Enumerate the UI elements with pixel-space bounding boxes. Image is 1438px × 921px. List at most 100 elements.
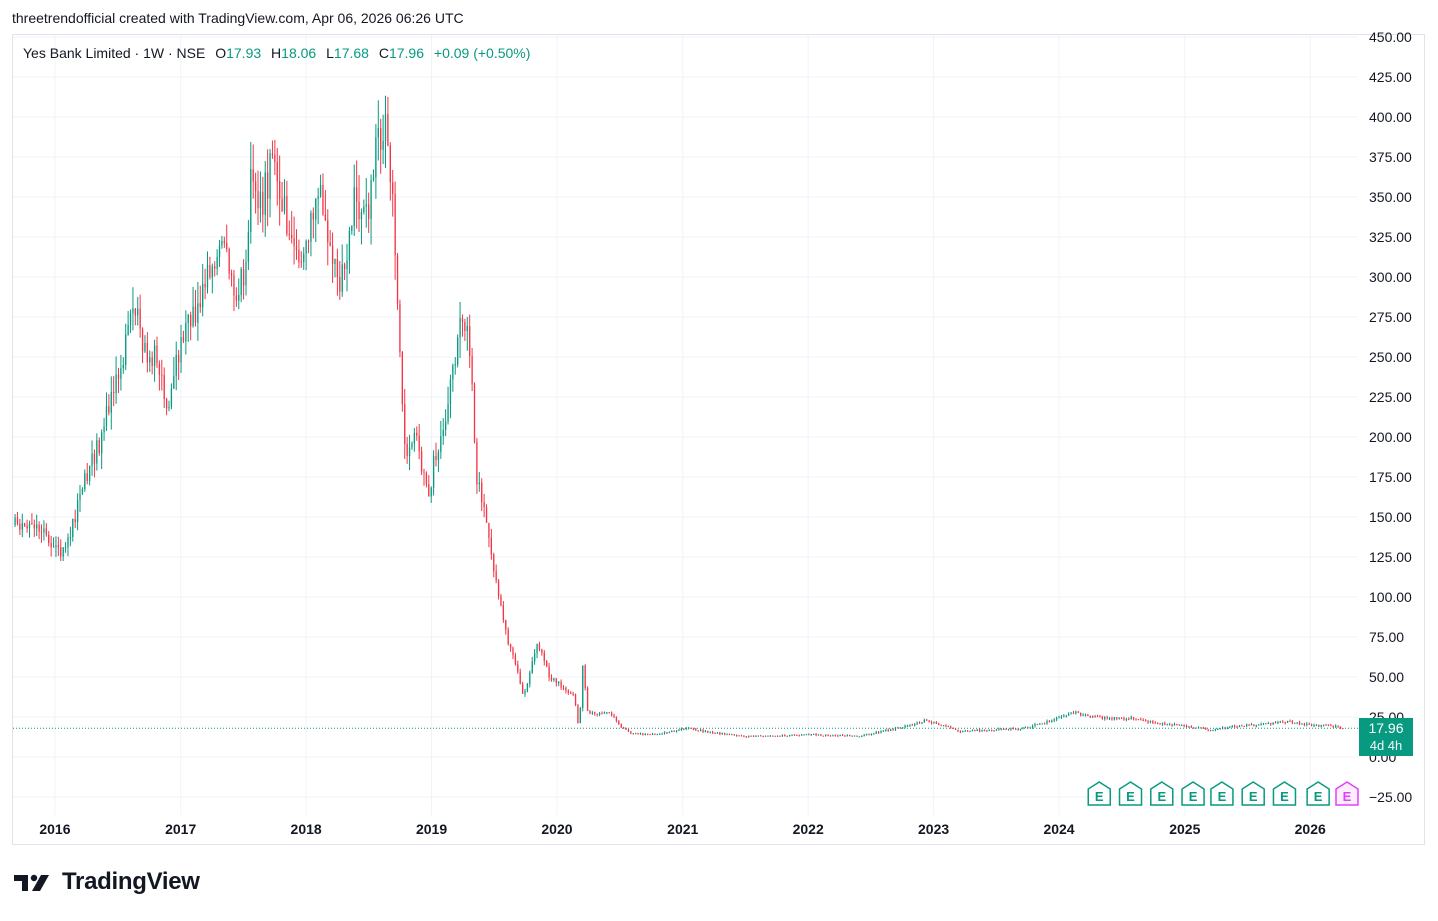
candle (368, 192, 370, 233)
candle (673, 730, 675, 732)
earnings-marker[interactable]: E (1241, 781, 1265, 806)
candle-body (286, 195, 288, 235)
earnings-marker[interactable]: E (1210, 781, 1234, 806)
earnings-marker[interactable]: E (1272, 781, 1297, 806)
candle (226, 224, 228, 253)
candle (1214, 728, 1217, 732)
candle (740, 734, 743, 737)
price-axis-label: 375.00 (1369, 149, 1412, 165)
candle-body (363, 206, 365, 212)
candle-body (1108, 718, 1111, 720)
candle-body (798, 735, 800, 737)
candle (1277, 720, 1279, 725)
low-value: 17.68 (333, 45, 369, 61)
earnings-marker[interactable]: E (1087, 781, 1111, 806)
candle-body (175, 354, 177, 376)
candle-body (586, 688, 589, 711)
open-value: 17.93 (226, 45, 262, 61)
candle-body (800, 734, 803, 736)
candle (194, 290, 197, 327)
candle (1267, 721, 1269, 725)
candle-body (351, 226, 353, 231)
candle (254, 172, 257, 214)
candle (1279, 720, 1281, 723)
candle-body (182, 337, 185, 342)
candle-body (45, 528, 47, 535)
candle-body (519, 671, 521, 684)
candle-body (526, 683, 529, 692)
earnings-icon (1210, 781, 1234, 806)
candle (601, 711, 603, 715)
high-label: H (271, 45, 282, 61)
candle-body (1190, 726, 1192, 728)
earnings-marker-upcoming[interactable]: E (1335, 781, 1359, 806)
candle-body (245, 261, 247, 286)
candle (387, 96, 389, 147)
earnings-marker[interactable]: E (1150, 781, 1174, 806)
candle (512, 646, 514, 660)
candle (827, 734, 829, 737)
candle (1060, 715, 1063, 720)
candle-body (752, 735, 755, 737)
candle-body (144, 342, 146, 352)
candle-body (435, 455, 437, 461)
candle (803, 734, 805, 736)
candle (1024, 726, 1027, 729)
candle (315, 198, 317, 243)
candle (813, 733, 815, 735)
candle-body (1219, 728, 1221, 730)
candle-body (1169, 724, 1171, 726)
candle (444, 409, 447, 437)
candle (127, 311, 129, 336)
candle (377, 100, 379, 161)
candle (399, 299, 401, 358)
candle (1108, 716, 1111, 721)
candle (348, 226, 351, 274)
candle (959, 730, 962, 734)
candle-body (185, 322, 187, 342)
candle-body (521, 683, 524, 694)
candle (317, 187, 319, 225)
earnings-marker[interactable]: E (1306, 781, 1330, 806)
candle (363, 199, 365, 215)
candle-body (197, 303, 199, 323)
candle (596, 713, 598, 717)
candle-body (310, 213, 312, 242)
candle (48, 530, 50, 547)
candle-body (341, 264, 343, 292)
candle (139, 294, 141, 338)
candle (1104, 716, 1106, 721)
candle (755, 735, 757, 737)
earnings-marker[interactable]: E (1181, 781, 1205, 806)
candle (105, 392, 108, 432)
candle (906, 724, 909, 727)
candle-body (1291, 721, 1294, 723)
candle (396, 252, 399, 310)
candle (1245, 723, 1248, 728)
candle (904, 724, 906, 729)
candle-body (1166, 724, 1168, 726)
candle (1137, 719, 1140, 721)
candle-body (1277, 721, 1279, 724)
candle-body (659, 733, 661, 735)
earnings-marker[interactable]: E (1118, 781, 1143, 806)
brand[interactable]: TradingView (14, 868, 200, 896)
candle-body (48, 534, 50, 544)
candle-body (651, 733, 654, 735)
candle-body (986, 730, 988, 732)
candle-body (303, 253, 305, 263)
candle-body (1092, 716, 1094, 718)
candle-body (1315, 724, 1318, 726)
candle-body (1041, 723, 1043, 725)
symbol-title[interactable]: Yes Bank Limited · 1W · NSE (23, 45, 206, 61)
low-label: L (326, 45, 334, 61)
candle-body (541, 649, 543, 653)
candle (697, 730, 699, 732)
candle-body (981, 730, 983, 732)
candle (644, 733, 646, 736)
candle (933, 721, 935, 724)
candle-body (680, 728, 683, 730)
candle (1330, 723, 1332, 727)
candle (168, 400, 170, 412)
